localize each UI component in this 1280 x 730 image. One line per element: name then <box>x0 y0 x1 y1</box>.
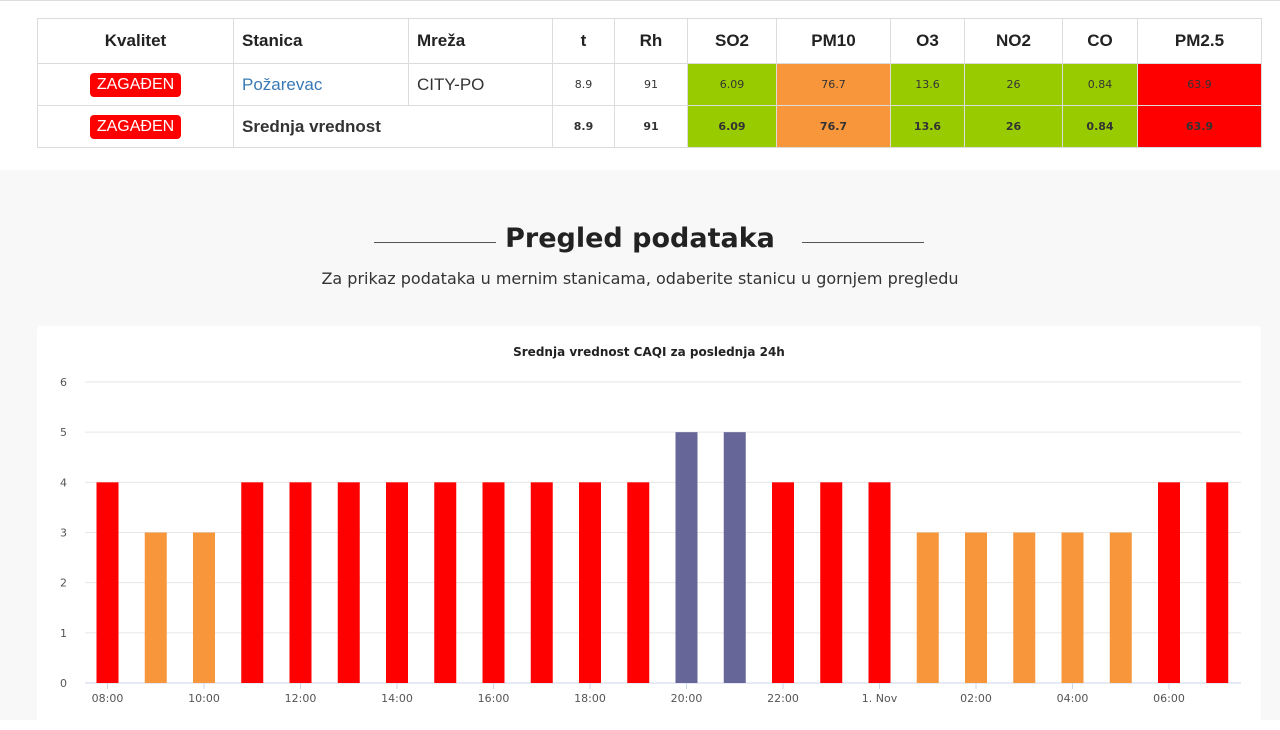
title-divider-left <box>374 242 496 243</box>
bar-12:00[interactable] <box>289 482 312 683</box>
pm25-cell: 63.9 <box>1137 63 1262 106</box>
x-tick-label: 12:00 <box>285 692 317 705</box>
rh-cell: 91 <box>614 63 688 106</box>
col-header-pm25[interactable]: PM2.5 <box>1137 18 1262 64</box>
bar-16:00[interactable] <box>482 482 505 683</box>
col-header-o3[interactable]: O3 <box>890 18 965 64</box>
pm25-cell: 63.9 <box>1137 105 1262 148</box>
col-header-t[interactable]: t <box>552 18 615 64</box>
x-tick-label: 08:00 <box>92 692 124 705</box>
bar-20:00[interactable] <box>675 432 698 683</box>
y-tick-label: 6 <box>60 376 67 389</box>
caqi-chart-card: Srednja vrednost CAQI za poslednja 24h 0… <box>37 326 1261 726</box>
x-tick-label: 16:00 <box>478 692 510 705</box>
bar-18:00[interactable] <box>579 482 601 683</box>
t-cell: 8.9 <box>552 63 615 106</box>
bar-22:00[interactable] <box>772 482 794 683</box>
network-cell: CITY-PO <box>408 63 553 106</box>
bar-14:00[interactable] <box>386 482 408 683</box>
x-tick-label: 02:00 <box>960 692 992 705</box>
co-cell: 0.84 <box>1062 105 1138 148</box>
x-tick-label: 06:00 <box>1153 692 1185 705</box>
col-header-network[interactable]: Mreža <box>408 18 553 64</box>
bar-08:00[interactable] <box>96 482 119 683</box>
col-header-station[interactable]: Stanica <box>233 18 409 64</box>
bar-07:00[interactable] <box>1206 482 1229 683</box>
bar-11:00[interactable] <box>241 482 264 683</box>
stations-panel: Kvalitet Stanica Mreža t Rh SO2 PM10 O3 … <box>0 0 1280 170</box>
bar-00:00[interactable] <box>868 482 891 683</box>
bar-21:00[interactable] <box>723 432 746 683</box>
data-overview-section: Pregled podataka Za prikaz podataka u me… <box>0 170 1280 726</box>
x-tick-label: 1. Nov <box>862 692 898 705</box>
col-header-rh[interactable]: Rh <box>614 18 688 64</box>
x-tick-label: 10:00 <box>188 692 220 705</box>
y-axis: 0 1 2 3 4 5 6 <box>60 376 67 690</box>
status-badge: ZAGAĐEN <box>89 72 182 97</box>
station-link[interactable]: Požarevac <box>233 63 409 106</box>
table-header-row: Kvalitet Stanica Mreža t Rh SO2 PM10 O3 … <box>37 18 1262 64</box>
col-header-pm10[interactable]: PM10 <box>776 18 891 64</box>
bar-19:00[interactable] <box>627 482 650 683</box>
so2-cell: 6.09 <box>687 63 777 106</box>
x-tick-label: 14:00 <box>381 692 413 705</box>
chart-title: Srednja vrednost CAQI za poslednja 24h <box>513 345 785 359</box>
bar-23:00[interactable] <box>820 482 843 683</box>
co-cell: 0.84 <box>1062 63 1138 106</box>
rh-cell: 91 <box>614 105 688 148</box>
col-header-quality[interactable]: Kvalitet <box>37 18 234 64</box>
pm10-cell: 76.7 <box>776 105 891 148</box>
no2-cell: 26 <box>964 105 1063 148</box>
y-tick-label: 3 <box>60 527 67 540</box>
x-tick-label: 04:00 <box>1057 692 1089 705</box>
o3-cell: 13.6 <box>890 63 965 106</box>
bar-02:00[interactable] <box>965 532 987 684</box>
x-tick-label: 22:00 <box>767 692 799 705</box>
no2-cell: 26 <box>964 63 1063 106</box>
table-row[interactable]: ZAGAĐEN Požarevac CITY-PO 8.9 91 6.09 76… <box>37 63 1262 106</box>
y-tick-label: 0 <box>60 677 67 690</box>
section-subtitle: Za prikaz podataka u mernim stanicama, o… <box>321 269 959 288</box>
bar-15:00[interactable] <box>434 482 457 683</box>
quality-cell: ZAGAĐEN <box>37 105 234 148</box>
caqi-bar-chart: Srednja vrednost CAQI za poslednja 24h 0… <box>60 345 1241 705</box>
status-badge: ZAGAĐEN <box>89 114 182 139</box>
chart-grid <box>85 381 1241 684</box>
col-header-so2[interactable]: SO2 <box>687 18 777 64</box>
bar-13:00[interactable] <box>337 482 360 683</box>
bar-10:00[interactable] <box>193 532 215 684</box>
bar-01:00[interactable] <box>916 532 939 684</box>
bar-03:00[interactable] <box>1013 532 1036 684</box>
table-row: ZAGAĐEN Srednja vrednost 8.9 91 6.09 76.… <box>37 105 1262 148</box>
bar-04:00[interactable] <box>1061 532 1084 684</box>
stations-table: Kvalitet Stanica Mreža t Rh SO2 PM10 O3 … <box>37 18 1262 148</box>
y-tick-label: 4 <box>60 476 67 489</box>
quality-cell: ZAGAĐEN <box>37 63 234 106</box>
section-title: Pregled podataka <box>505 223 775 254</box>
chart-bars <box>96 432 1229 684</box>
so2-cell: 6.09 <box>687 105 777 148</box>
bar-17:00[interactable] <box>530 482 553 683</box>
y-tick-label: 5 <box>60 426 67 439</box>
bar-06:00[interactable] <box>1158 482 1180 683</box>
pm10-cell: 76.7 <box>776 63 891 106</box>
y-tick-label: 2 <box>60 577 67 590</box>
title-divider-right <box>802 242 924 243</box>
x-axis: 08:00 10:00 12:00 14:00 16:00 18:00 20:00 22:00… <box>92 683 1185 705</box>
o3-cell: 13.6 <box>890 105 965 148</box>
bar-09:00[interactable] <box>144 532 167 684</box>
t-cell: 8.9 <box>552 105 615 148</box>
col-header-no2[interactable]: NO2 <box>964 18 1063 64</box>
x-tick-label: 18:00 <box>574 692 606 705</box>
bar-05:00[interactable] <box>1109 532 1132 684</box>
x-tick-label: 20:00 <box>671 692 703 705</box>
y-tick-label: 1 <box>60 627 67 640</box>
average-label: Srednja vrednost <box>233 105 553 148</box>
col-header-co[interactable]: CO <box>1062 18 1138 64</box>
